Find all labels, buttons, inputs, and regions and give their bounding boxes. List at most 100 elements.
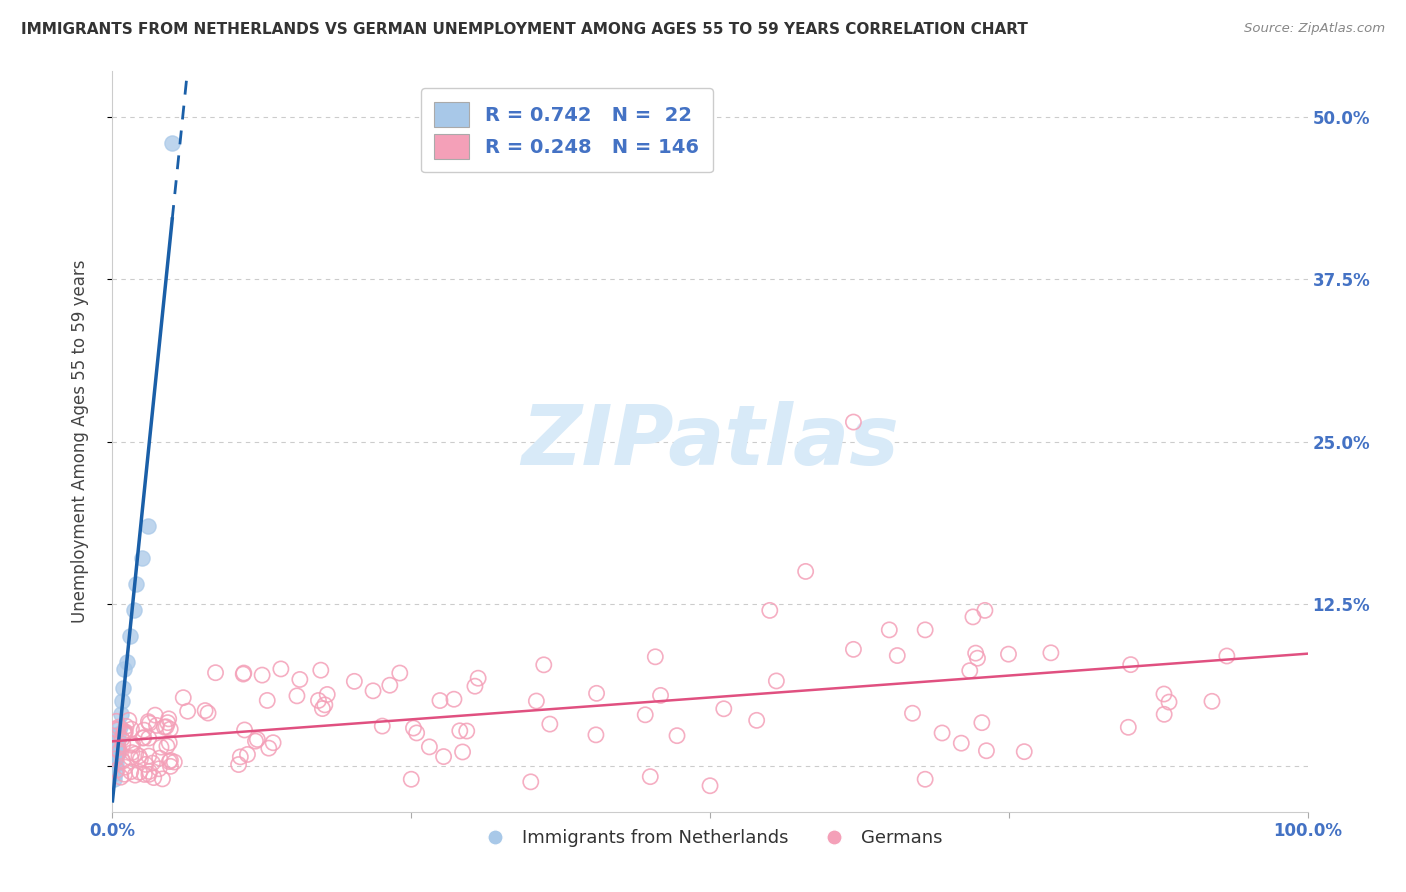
Point	[124, 747, 146, 761]
Point	[959, 664, 981, 678]
Point	[134, 767, 156, 781]
Point	[245, 734, 267, 748]
Point	[962, 610, 984, 624]
Point	[246, 732, 269, 747]
Point	[285, 689, 308, 703]
Point	[449, 723, 471, 738]
Point	[745, 714, 768, 728]
Point	[121, 722, 143, 736]
Text: Source: ZipAtlas.com: Source: ZipAtlas.com	[1244, 22, 1385, 36]
Point	[965, 646, 987, 660]
Point	[149, 751, 172, 765]
Point	[157, 736, 180, 750]
Point	[311, 701, 333, 715]
Point	[228, 757, 250, 772]
Point	[120, 751, 142, 765]
Point	[640, 770, 662, 784]
Point	[644, 649, 666, 664]
Point	[138, 716, 160, 731]
Point	[125, 577, 148, 591]
Point	[229, 750, 252, 764]
Point	[159, 754, 181, 768]
Point	[361, 683, 384, 698]
Point	[316, 688, 339, 702]
Point	[464, 679, 486, 693]
Point	[842, 415, 865, 429]
Point	[914, 772, 936, 787]
Point	[153, 720, 176, 734]
Point	[765, 673, 787, 688]
Point	[997, 647, 1019, 661]
Point	[157, 755, 180, 769]
Point	[141, 756, 163, 770]
Point	[759, 603, 782, 617]
Point	[257, 741, 280, 756]
Point	[107, 746, 129, 760]
Point	[150, 740, 173, 755]
Point	[309, 663, 332, 677]
Point	[107, 733, 129, 747]
Point	[105, 739, 128, 754]
Point	[114, 760, 136, 774]
Point	[467, 671, 489, 685]
Point	[128, 765, 150, 780]
Point	[112, 726, 135, 740]
Point	[138, 764, 160, 779]
Point	[378, 678, 401, 692]
Point	[1118, 720, 1140, 734]
Point	[886, 648, 908, 663]
Point	[108, 720, 131, 734]
Point	[232, 667, 254, 681]
Point	[120, 764, 142, 779]
Point	[1157, 695, 1180, 709]
Point	[115, 656, 138, 670]
Point	[176, 704, 198, 718]
Point	[204, 665, 226, 680]
Point	[156, 715, 179, 730]
Point	[105, 756, 128, 771]
Point	[104, 752, 127, 766]
Point	[371, 719, 394, 733]
Point	[1153, 707, 1175, 722]
Point	[163, 755, 186, 769]
Point	[433, 749, 456, 764]
Point	[105, 746, 128, 760]
Legend: Immigrants from Netherlands, Germans: Immigrants from Netherlands, Germans	[470, 822, 950, 855]
Point	[124, 768, 146, 782]
Point	[524, 694, 547, 708]
Point	[931, 726, 953, 740]
Point	[162, 136, 183, 150]
Point	[104, 753, 127, 767]
Point	[121, 737, 143, 751]
Point	[114, 662, 135, 676]
Point	[418, 739, 440, 754]
Point	[128, 748, 150, 763]
Point	[105, 714, 128, 729]
Point	[145, 718, 167, 732]
Point	[157, 712, 180, 726]
Point	[131, 731, 153, 745]
Point	[111, 737, 134, 751]
Point	[115, 719, 138, 733]
Point	[197, 706, 219, 720]
Point	[156, 739, 179, 754]
Point	[1153, 687, 1175, 701]
Point	[112, 726, 135, 740]
Point	[585, 686, 607, 700]
Point	[1119, 657, 1142, 672]
Point	[107, 727, 129, 741]
Point	[105, 748, 128, 763]
Point	[262, 736, 284, 750]
Point	[634, 707, 657, 722]
Point	[1012, 745, 1035, 759]
Point	[142, 771, 165, 785]
Point	[443, 692, 465, 706]
Point	[233, 723, 256, 737]
Point	[236, 747, 259, 762]
Point	[901, 706, 924, 721]
Point	[538, 717, 561, 731]
Point	[155, 720, 177, 734]
Point	[138, 749, 160, 764]
Point	[129, 752, 152, 766]
Point	[108, 744, 131, 758]
